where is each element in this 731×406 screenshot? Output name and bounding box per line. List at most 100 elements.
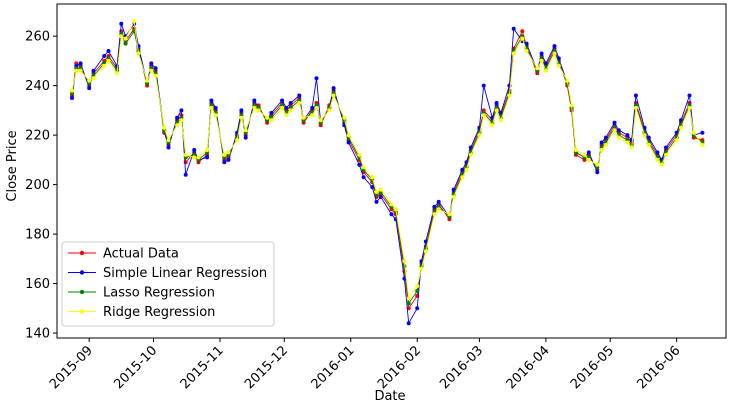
data-point: [331, 93, 336, 98]
legend-label: Ridge Regression: [103, 305, 215, 320]
data-point: [494, 108, 499, 113]
data-point: [393, 207, 398, 212]
data-point: [565, 78, 570, 83]
data-point: [166, 145, 171, 150]
data-point: [78, 68, 83, 73]
legend-item: Ridge Regression: [68, 305, 215, 320]
data-point: [331, 86, 336, 91]
data-point: [415, 306, 420, 311]
x-tick-label: 2016-02: [375, 343, 424, 392]
data-point: [477, 133, 482, 138]
data-point: [284, 105, 289, 110]
data-point: [468, 152, 473, 157]
data-point: [119, 34, 124, 39]
y-tick-label: 260: [25, 30, 50, 45]
data-point: [629, 145, 634, 150]
data-point: [378, 195, 383, 199]
data-point: [595, 170, 600, 175]
data-point: [674, 138, 679, 143]
data-point: [297, 93, 302, 98]
legend-label: Simple Linear Regression: [103, 266, 267, 281]
x-tick-label: 2016-05: [568, 343, 617, 392]
data-point: [243, 128, 248, 133]
data-point: [378, 187, 383, 192]
data-point: [175, 123, 180, 128]
y-tick-label: 140: [25, 327, 50, 342]
y-axis-label: Close Price: [5, 130, 20, 201]
data-point: [222, 152, 227, 157]
data-point: [646, 143, 651, 147]
data-point: [314, 105, 319, 110]
data-point: [310, 105, 315, 110]
data-point: [520, 36, 525, 41]
data-point: [539, 51, 544, 56]
data-point: [226, 150, 231, 155]
data-point: [301, 115, 306, 120]
data-point: [265, 115, 270, 120]
data-point: [205, 155, 210, 160]
data-point: [297, 101, 302, 105]
data-point: [106, 58, 111, 63]
legend-item: Simple Linear Regression: [68, 266, 267, 281]
data-point: [149, 68, 154, 73]
legend-swatch-marker: [79, 289, 85, 295]
data-point: [612, 120, 617, 125]
data-point: [524, 49, 529, 53]
data-point: [252, 98, 257, 103]
data-point: [468, 145, 473, 150]
x-tick-label: 2015-12: [242, 343, 291, 392]
data-point: [389, 212, 394, 217]
data-point: [314, 76, 319, 81]
data-point: [436, 207, 441, 212]
data-point: [451, 195, 456, 199]
data-point: [402, 259, 407, 264]
y-tick-label: 220: [25, 129, 50, 144]
data-point: [406, 296, 411, 301]
data-point: [318, 118, 323, 123]
data-point: [494, 101, 499, 105]
data-point: [625, 133, 630, 138]
data-point: [481, 113, 486, 118]
legend-swatch-marker: [79, 270, 85, 275]
data-point: [646, 135, 651, 140]
data-point: [582, 152, 587, 157]
data-point: [691, 130, 696, 135]
data-point: [209, 105, 214, 110]
series-layer: [70, 19, 705, 326]
data-point: [192, 155, 197, 160]
data-point: [183, 152, 188, 157]
data-point: [153, 66, 158, 71]
data-point: [106, 49, 111, 53]
data-point: [179, 118, 184, 123]
data-point: [327, 108, 332, 113]
data-point: [310, 113, 315, 118]
data-point: [700, 130, 705, 135]
x-tick-label: 2015-11: [178, 343, 227, 392]
data-point: [222, 160, 227, 165]
data-point: [346, 133, 351, 138]
data-point: [162, 125, 167, 130]
data-point: [464, 167, 469, 172]
data-point: [136, 51, 141, 56]
data-point: [498, 118, 503, 123]
x-tick-label: 2016-01: [309, 343, 358, 392]
x-tick-label: 2015-09: [47, 343, 96, 392]
data-point: [451, 187, 456, 192]
data-point: [357, 152, 362, 157]
data-point: [280, 98, 285, 103]
data-point: [74, 68, 79, 73]
x-tick-label: 2016-03: [437, 343, 486, 392]
data-point: [687, 105, 692, 110]
data-point: [269, 118, 274, 123]
data-point: [166, 138, 171, 143]
data-point: [91, 68, 96, 73]
data-point: [700, 143, 705, 147]
data-point: [132, 19, 137, 24]
data-point: [599, 140, 604, 145]
data-point: [552, 44, 557, 49]
legend-swatch-marker: [79, 250, 85, 256]
legend-item: Lasso Regression: [68, 286, 215, 301]
data-point: [213, 113, 218, 118]
data-point: [423, 249, 428, 254]
